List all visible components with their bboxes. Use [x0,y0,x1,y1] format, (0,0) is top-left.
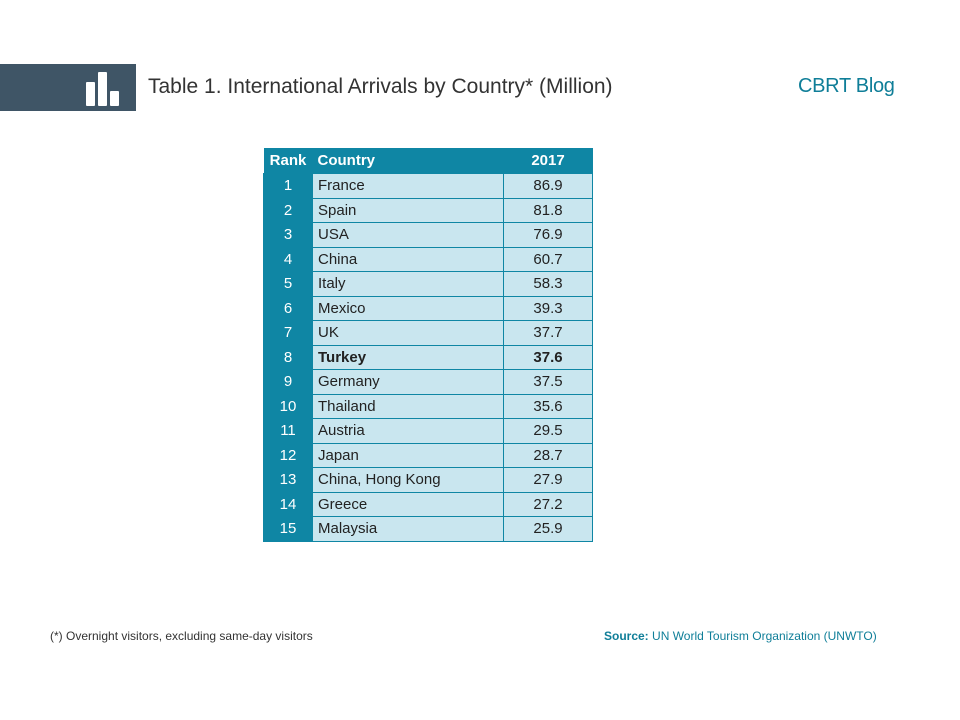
table-body: 1 France 86.9 2 Spain 81.8 3 USA 76.9 4 China 60.7 5… [263,173,593,542]
value-cell: 76.9 [503,222,593,248]
table-row: 9 Germany 37.5 [263,369,593,395]
rank-cell: 8 [263,344,313,370]
country-cell: France [312,173,504,199]
value-cell: 25.9 [503,516,593,542]
bar-chart-icon [84,72,124,106]
table-row: 7 UK 37.7 [263,320,593,346]
table-row: 5 Italy 58.3 [263,271,593,297]
table-row: 8 Turkey 37.6 [263,344,593,370]
brand-label: CBRT Blog [798,75,895,97]
table-row: 12 Japan 28.7 [263,442,593,468]
table-row: 2 Spain 81.8 [263,197,593,223]
source-text: UN World Tourism Organization (UNWTO) [648,629,877,643]
table-row: 11 Austria 29.5 [263,418,593,444]
table-row: 4 China 60.7 [263,246,593,272]
value-cell: 37.7 [503,320,593,346]
value-cell: 58.3 [503,271,593,297]
rank-cell: 6 [263,295,313,321]
value-cell: 28.7 [503,442,593,468]
rank-cell: 2 [263,197,313,223]
table-row: 1 France 86.9 [263,173,593,199]
source-label: Source: [604,629,649,643]
country-cell: Austria [312,418,504,444]
value-cell: 35.6 [503,393,593,419]
table-row: 3 USA 76.9 [263,222,593,248]
value-cell: 37.5 [503,369,593,395]
value-cell: 86.9 [503,173,593,199]
value-cell: 39.3 [503,295,593,321]
rank-cell: 3 [263,222,313,248]
value-cell: 29.5 [503,418,593,444]
value-cell: 60.7 [503,246,593,272]
rank-cell: 15 [263,516,313,542]
country-cell: Japan [312,442,504,468]
value-cell: 37.6 [503,344,593,370]
country-cell: China [312,246,504,272]
title-lead: Table 1. [148,75,222,98]
country-cell: UK [312,320,504,346]
rank-cell: 9 [263,369,313,395]
country-cell: Spain [312,197,504,223]
country-cell: Malaysia [312,516,504,542]
header-rank: Rank [263,148,313,174]
table-header-row: Rank Country 2017 [263,148,593,174]
rank-cell: 1 [263,173,313,199]
rank-cell: 12 [263,442,313,468]
table-row: 15 Malaysia 25.9 [263,516,593,542]
country-cell: Greece [312,491,504,517]
country-cell: Turkey [312,344,504,370]
table-row: 13 China, Hong Kong 27.9 [263,467,593,493]
country-cell: Germany [312,369,504,395]
rank-cell: 14 [263,491,313,517]
header-year: 2017 [503,148,593,174]
country-cell: China, Hong Kong [312,467,504,493]
table-row: 14 Greece 27.2 [263,491,593,517]
table-row: 6 Mexico 39.3 [263,295,593,321]
value-cell: 27.9 [503,467,593,493]
table-row: 10 Thailand 35.6 [263,393,593,419]
arrivals-table: Rank Country 2017 1 France 86.9 2 Spain 81.8 3… [263,148,593,542]
rank-cell: 13 [263,467,313,493]
source-note: Source: UN World Tourism Organization (U… [604,629,877,643]
footnote: (*) Overnight visitors, excluding same-d… [50,629,313,643]
country-cell: Thailand [312,393,504,419]
header-country: Country [312,148,504,174]
rank-cell: 7 [263,320,313,346]
country-cell: Italy [312,271,504,297]
rank-cell: 5 [263,271,313,297]
value-cell: 81.8 [503,197,593,223]
country-cell: USA [312,222,504,248]
title-rest: International Arrivals by Country* (Mill… [221,75,613,98]
rank-cell: 11 [263,418,313,444]
rank-cell: 4 [263,246,313,272]
page-title: Table 1. International Arrivals by Count… [148,75,613,99]
rank-cell: 10 [263,393,313,419]
value-cell: 27.2 [503,491,593,517]
country-cell: Mexico [312,295,504,321]
